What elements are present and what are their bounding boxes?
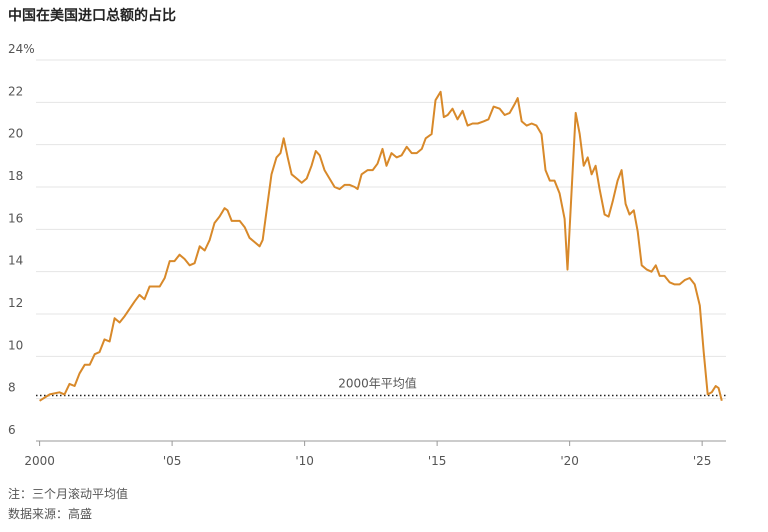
y-tick-label: 20 bbox=[8, 127, 23, 141]
source: 数据来源：高盛 bbox=[8, 506, 92, 521]
x-tick-label: '25 bbox=[693, 454, 712, 468]
x-tick-label: '05 bbox=[163, 454, 182, 468]
y-tick-label: 22 bbox=[8, 84, 23, 98]
x-tick-label: '20 bbox=[560, 454, 579, 468]
y-tick-label: 6 bbox=[8, 423, 16, 437]
x-tick-label: 2000 bbox=[24, 454, 55, 468]
y-tick-label: 12 bbox=[8, 296, 23, 310]
x-tick-label: '15 bbox=[428, 454, 447, 468]
y-tick-label: 10 bbox=[8, 338, 23, 352]
chart-title: 中国在美国进口总额的占比 bbox=[8, 7, 176, 24]
series-line bbox=[39, 90, 723, 402]
y-tick-label: 16 bbox=[8, 211, 23, 225]
y-tick-label: 14 bbox=[8, 254, 23, 268]
y-tick-label: 24% bbox=[8, 42, 35, 56]
reference-label: 2000年平均值 bbox=[338, 375, 417, 390]
y-tick-label: 18 bbox=[8, 169, 23, 183]
y-tick-label: 8 bbox=[8, 381, 16, 395]
x-tick-label: '10 bbox=[295, 454, 314, 468]
note: 注：三个月滚动平均值 bbox=[8, 486, 128, 501]
